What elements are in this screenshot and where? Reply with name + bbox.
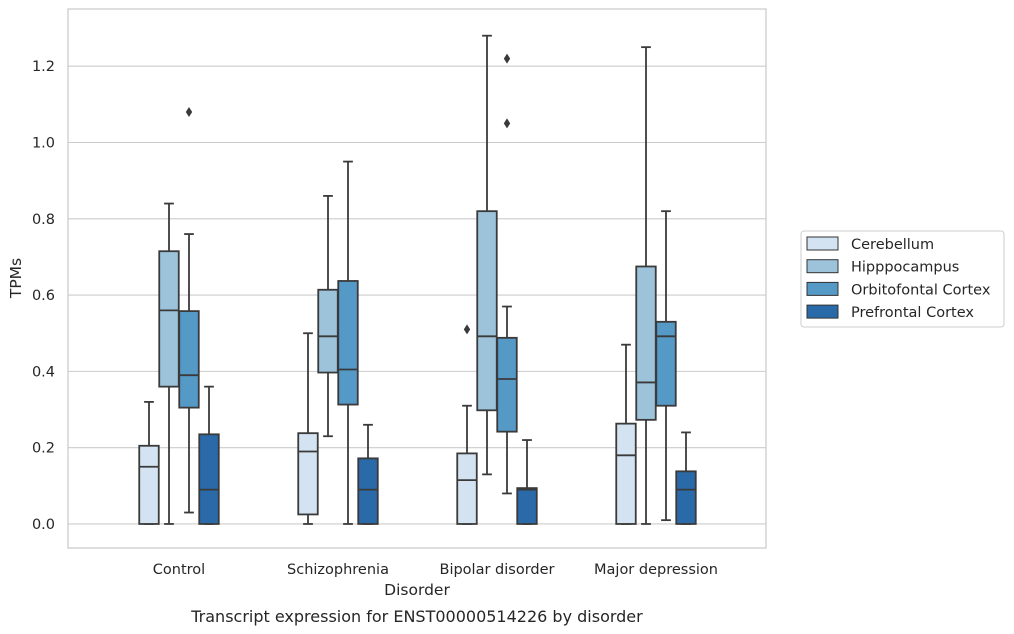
box-iqr [496,336,518,433]
y-tick-label-1: 0.2 [32,441,55,457]
box-3-3 [675,431,697,525]
y-tick-label-5: 1.0 [32,136,55,152]
box-iqr [357,457,379,525]
x-tick-label-3: Major depression [594,562,718,578]
legend-label-0: Cerebellum [851,237,934,253]
box-0-1 [297,332,319,525]
y-tick-label-6: 1.2 [32,59,55,75]
box-iqr [317,288,339,374]
legend-label-2: Orbitofontal Cortex [851,282,991,298]
box-iqr [297,432,319,516]
y-tick-label-2: 0.4 [32,364,55,380]
legend-swatch-0 [806,236,839,251]
box-0-2 [456,324,478,525]
outlier-point-0 [463,324,471,335]
box-iqr [178,310,200,409]
box-1-2 [476,34,498,476]
boxes [138,34,697,525]
box-1-3 [635,46,657,525]
x-tick-label-2: Bipolar disorder [440,562,555,578]
legend: Cerebellum Hipppocampus Orbitofontal Corte… [800,230,1005,328]
x-tick-label-1: Schizophrenia [287,562,389,578]
legend-swatch-2 [806,281,839,296]
x-tick-label-0: Control [153,562,205,578]
box-iqr [337,280,359,406]
box-0-3 [615,343,637,525]
box-iqr [615,422,637,525]
y-tick-label-3: 0.6 [32,288,55,304]
box-iqr [476,210,498,412]
box-iqr [655,320,677,407]
box-1-1 [317,195,339,438]
plot-area-frame [67,8,767,549]
legend-label-3: Prefrontal Cortex [851,305,974,321]
legend-frame [800,230,1005,328]
box-iqr [635,265,657,421]
box-1-0 [158,202,180,525]
legend-swatch-3 [806,304,839,319]
box-3-2 [516,439,538,525]
outlier-point-1 [503,53,511,64]
y-axis-ticks: 0.0 0.2 0.4 0.6 0.8 1.0 1.2 [32,59,55,533]
x-axis-label: Disorder [384,581,450,599]
box-iqr [456,452,478,525]
y-tick-label-0: 0.0 [32,517,55,533]
outlier-point-0 [185,106,193,117]
box-iqr [158,250,180,388]
chart-caption: Transcript expression for ENST0000051422… [190,607,643,626]
box-3-1 [357,423,379,525]
y-axis-label: TPMs [7,258,25,299]
box-2-1 [337,160,359,525]
y-tick-label-4: 0.8 [32,212,55,228]
box-2-0 [178,106,200,514]
x-axis-ticks: Control Schizophrenia Bipolar disorder Majo… [153,562,718,578]
box-iqr [675,470,697,525]
box-2-2 [496,53,518,495]
box-0-0 [138,401,160,525]
legend-swatch-1 [806,259,839,274]
box-iqr [516,487,538,525]
box-iqr [138,444,160,525]
outlier-point-0 [503,118,511,129]
box-3-0 [198,385,220,525]
legend-label-1: Hipppocampus [851,260,959,276]
box-2-3 [655,210,677,522]
box-iqr [198,433,220,525]
